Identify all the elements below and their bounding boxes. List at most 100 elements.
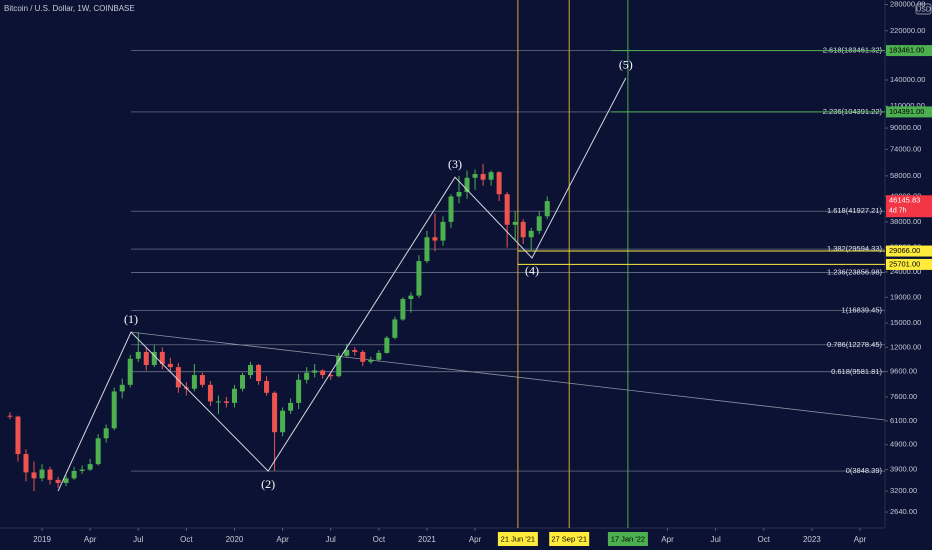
trend-line [130, 331, 886, 421]
candle-body [191, 375, 197, 389]
candle-body [47, 469, 53, 480]
candle-body [328, 375, 334, 377]
candle-body [143, 351, 149, 365]
x-tick-label: Oct [758, 535, 771, 544]
y-tick-label: 140000.00 [890, 75, 925, 84]
wave-label: (2) [261, 477, 275, 491]
candle-body [23, 454, 29, 473]
fib-label: 0(3848.39) [846, 466, 883, 475]
y-tick-label: 3200.00 [890, 486, 917, 495]
candle-body [127, 358, 133, 385]
y-tick-label: 9600.00 [890, 367, 917, 376]
price-label: 104391.00 [889, 107, 924, 116]
candle-body [151, 351, 157, 365]
y-tick-label: 90000.00 [890, 123, 921, 132]
fib-label: 2.236(104391.22) [823, 107, 883, 116]
fib-label: 0.618(9581.81) [831, 367, 882, 376]
wave-label: (5) [619, 58, 633, 72]
y-tick-label: 4900.00 [890, 440, 917, 449]
candle-body [400, 299, 406, 320]
candle-body [464, 177, 470, 193]
candle-body [528, 230, 534, 238]
candle-body [264, 381, 270, 393]
price-label: 183461.00 [889, 46, 924, 55]
y-tick-label: 110000.00 [890, 101, 925, 110]
candle-body [231, 388, 237, 403]
wave-label: (1) [124, 312, 138, 326]
x-tick-label: Jul [711, 535, 721, 544]
y-tick-label: 24000.00 [890, 267, 921, 276]
candle-body [368, 359, 374, 362]
y-tick-label: 6100.00 [890, 416, 917, 425]
x-tick-label: Jul [133, 535, 143, 544]
candle-body [488, 172, 494, 180]
fib-label: 2.618(183461.32) [823, 46, 883, 55]
y-tick-label: 7600.00 [890, 392, 917, 401]
candle-body [504, 194, 510, 225]
candle-body [248, 364, 254, 376]
y-tick-label: 38000.00 [890, 217, 921, 226]
wave-label: (4) [525, 264, 539, 278]
x-tick-label: 2023 [803, 535, 821, 544]
fib-label: 1.236(23856.98) [827, 268, 883, 277]
candle-body [272, 392, 278, 433]
price-label: 25701.00 [889, 259, 920, 268]
candle-body [215, 401, 221, 403]
candle-body [512, 221, 518, 225]
date-label: 21 Jun '21 [501, 534, 535, 543]
fib-label: 1(16839.45) [842, 305, 883, 314]
candle-body [304, 372, 310, 380]
candle-body [312, 370, 318, 373]
candle-body [167, 363, 173, 368]
date-label-box [497, 532, 538, 546]
x-tick-label: 2020 [226, 535, 244, 544]
candle-body [472, 174, 478, 178]
wave-path [57, 77, 627, 492]
candle-body [360, 351, 366, 362]
y-tick-label: 280000.00 [890, 0, 925, 9]
candle-body [63, 478, 69, 483]
fib-label: 0.786(12278.45) [827, 340, 883, 349]
candle-body [175, 367, 181, 388]
candle-body [408, 295, 414, 300]
candle-body [480, 174, 486, 180]
candle-body [344, 350, 350, 356]
candle-body [87, 464, 93, 470]
candle-body [256, 364, 262, 382]
candle-body [392, 319, 398, 338]
candle-body [496, 172, 502, 195]
x-tick-label: Apr [276, 535, 289, 544]
candle-body [95, 438, 101, 465]
candle-body [520, 221, 526, 238]
x-tick-label: 2021 [418, 535, 436, 544]
candle-body [440, 221, 446, 241]
candle-body [223, 401, 229, 403]
y-tick-label: 19000.00 [890, 292, 921, 301]
chart-title: Bitcoin / U.S. Dollar, 1W, COINBASE [4, 4, 135, 13]
candle-body [159, 351, 165, 364]
price-label-box [886, 195, 932, 218]
candle-body [416, 261, 422, 296]
currency[interactable]: USD [916, 6, 931, 13]
wave-label: (3) [448, 157, 462, 171]
candle-body [280, 410, 286, 433]
fib-label: 1.382(29594.33) [827, 244, 883, 253]
currency-badge[interactable] [915, 3, 932, 15]
candle-body [135, 351, 141, 359]
candle-body [199, 375, 205, 385]
candle-body [296, 379, 302, 403]
fib-label: 1.618(41927.21) [827, 206, 883, 215]
candle-body [39, 469, 45, 479]
x-tick-label: Apr [661, 535, 674, 544]
y-tick-label: 15000.00 [890, 318, 921, 327]
candle-body [288, 402, 294, 411]
price-label: 46145.83 [889, 196, 920, 205]
x-tick-label: Apr [84, 535, 97, 544]
candle-body [111, 391, 117, 429]
date-label: 27 Sep '21 [551, 534, 587, 543]
y-tick-label: 74000.00 [890, 144, 921, 153]
x-tick-label: Oct [373, 535, 386, 544]
candle-body [207, 384, 213, 402]
